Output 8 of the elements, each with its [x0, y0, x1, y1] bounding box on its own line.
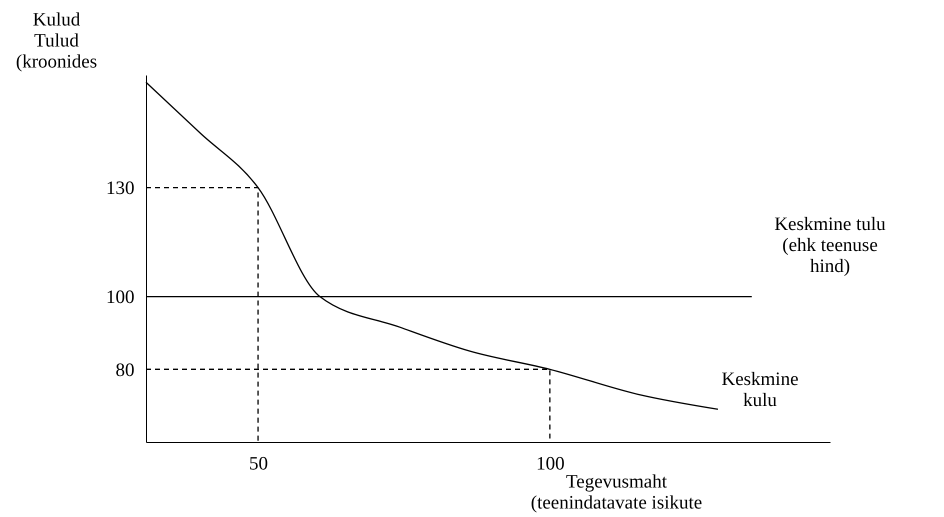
x-axis-title: Tegevusmaht (teenindatavate isikute	[530, 472, 702, 514]
y-axis-title: Kulud Tulud (kroonides	[16, 10, 98, 72]
y-tick-label: 130	[106, 178, 134, 200]
y-tick-label: 80	[116, 360, 134, 381]
y-tick-label: 100	[106, 287, 134, 308]
annotation: Keskmine tulu (ehk teenuse hind)	[774, 214, 886, 277]
annotation: Keskmine kulu	[721, 369, 799, 411]
x-tick-label: 50	[249, 454, 268, 474]
